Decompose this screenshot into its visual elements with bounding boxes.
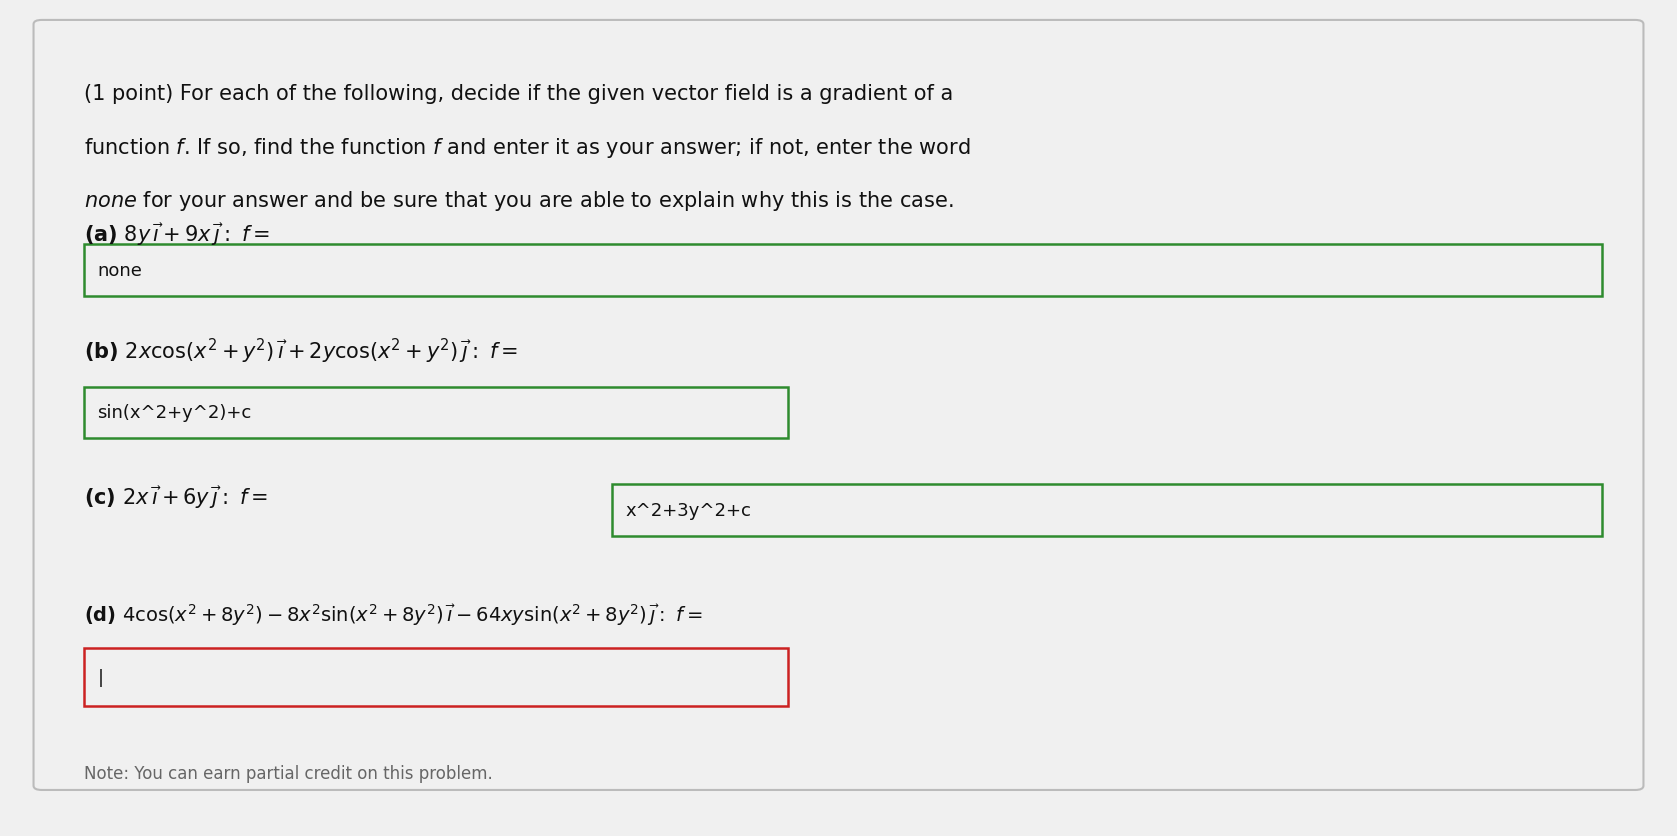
Text: $\mathbf{(b)}\ 2x\cos(x^2+y^2)\,\vec{\imath} + 2y\cos(x^2+y^2)\,\vec{\jmath}{:}\: $\mathbf{(b)}\ 2x\cos(x^2+y^2)\,\vec{\im… (84, 337, 518, 365)
Text: |: | (97, 668, 104, 686)
FancyBboxPatch shape (84, 387, 788, 439)
FancyBboxPatch shape (612, 485, 1602, 537)
FancyBboxPatch shape (84, 648, 788, 706)
FancyBboxPatch shape (34, 21, 1643, 790)
Text: Note: You can earn partial credit on this problem.: Note: You can earn partial credit on thi… (84, 763, 493, 782)
Text: function $f$. If so, find the function $f$ and enter it as your answer; if not, : function $f$. If so, find the function $… (84, 136, 971, 161)
FancyBboxPatch shape (84, 245, 1602, 297)
Text: $none$ for your answer and be sure that you are able to explain why this is the : $none$ for your answer and be sure that … (84, 189, 954, 213)
Text: $\mathbf{(d)}\ 4\cos(x^2+8y^2) - 8x^2\sin(x^2+8y^2)\,\vec{\imath} - 64xy\sin(x^2: $\mathbf{(d)}\ 4\cos(x^2+8y^2) - 8x^2\si… (84, 602, 703, 627)
Text: x^2+3y^2+c: x^2+3y^2+c (626, 502, 751, 520)
Text: none: none (97, 262, 143, 280)
Text: $\mathbf{(c)}\ 2x\,\vec{\imath} + 6y\,\vec{\jmath}{:}\ f = $: $\mathbf{(c)}\ 2x\,\vec{\imath} + 6y\,\v… (84, 484, 268, 511)
Text: sin(x^2+y^2)+c: sin(x^2+y^2)+c (97, 404, 252, 422)
Text: (1 point) For each of the following, decide if the given vector field is a gradi: (1 point) For each of the following, dec… (84, 84, 953, 104)
Text: $\mathbf{(a)}\ 8y\,\vec{\imath} + 9x\,\vec{\jmath}{:}\ f = $: $\mathbf{(a)}\ 8y\,\vec{\imath} + 9x\,\v… (84, 221, 270, 247)
